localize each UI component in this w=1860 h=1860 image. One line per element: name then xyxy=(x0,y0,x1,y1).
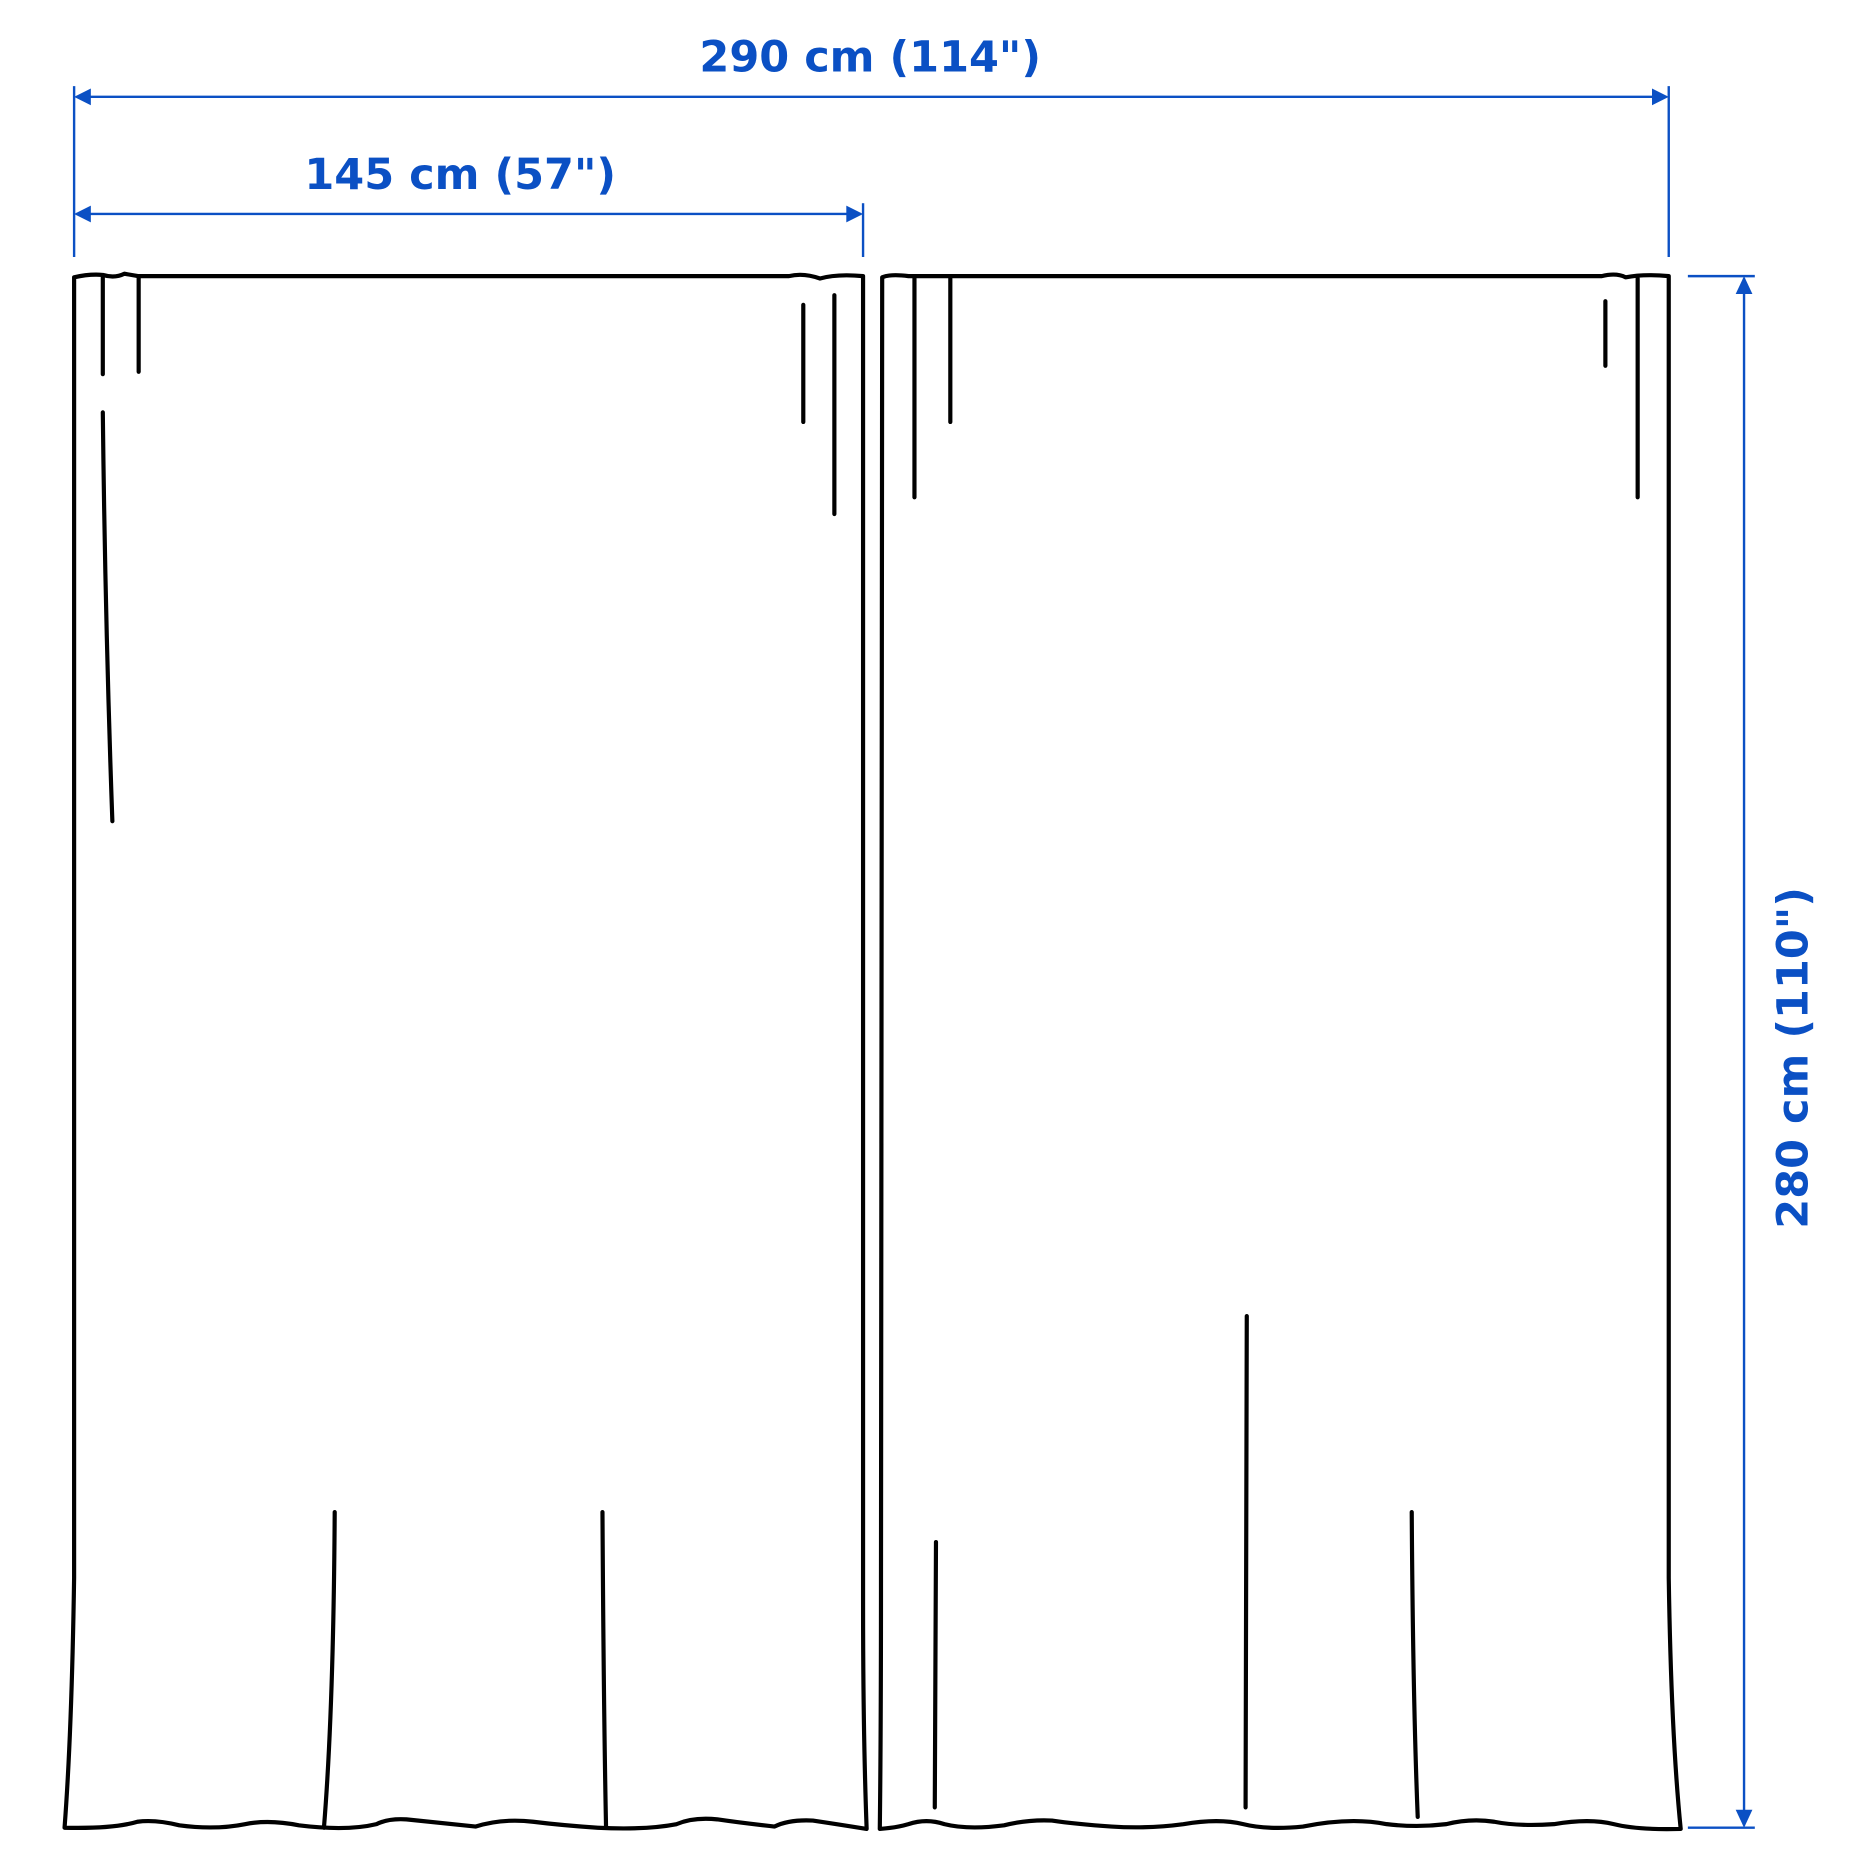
total-width-dimension: 290 cm (114") xyxy=(72,33,1670,258)
arrowhead-right xyxy=(1652,88,1669,106)
arrowhead-left xyxy=(74,88,91,106)
curtain-panel-left xyxy=(62,271,869,1832)
arrowhead-right xyxy=(846,205,864,223)
panel-width-dimension: 145 cm (57") xyxy=(74,150,865,258)
total-width-label: 290 cm (114") xyxy=(699,33,1041,83)
curtain-panel-right xyxy=(877,272,1683,1832)
height-dimension: 280 cm (110") xyxy=(1687,274,1818,1829)
arrowhead-left xyxy=(74,205,91,223)
height-label: 280 cm (110") xyxy=(1768,887,1818,1229)
arrowhead-bottom xyxy=(1735,1809,1753,1828)
arrowhead-top xyxy=(1735,276,1753,295)
panel-width-label: 145 cm (57") xyxy=(304,150,616,200)
